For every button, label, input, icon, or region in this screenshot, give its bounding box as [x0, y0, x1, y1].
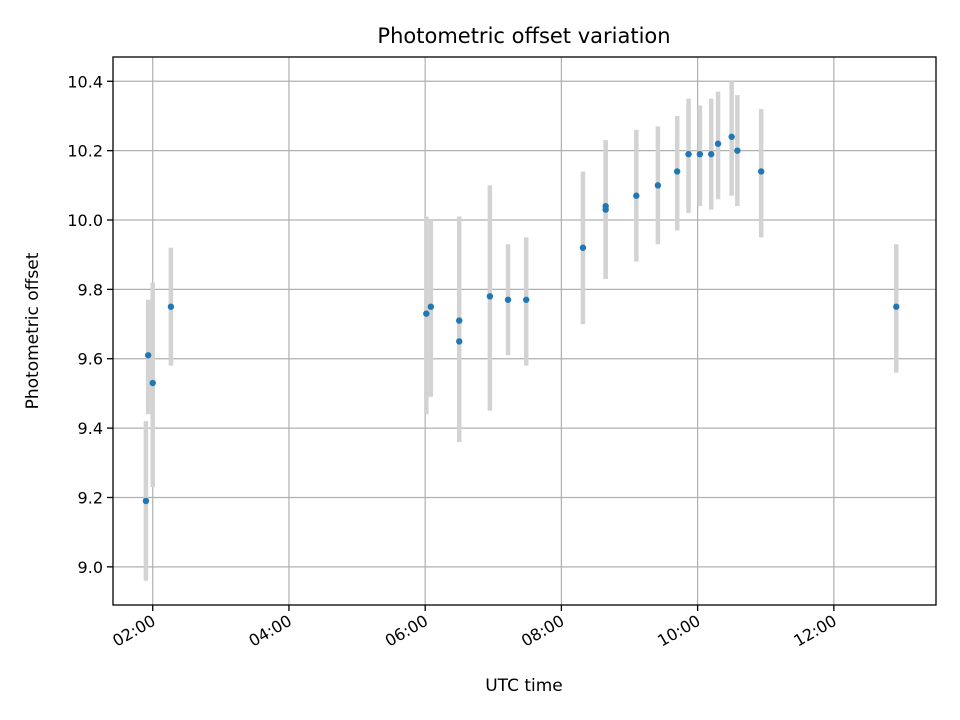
data-point — [423, 310, 430, 317]
x-tick-label: 12:00 — [790, 611, 839, 651]
y-tick-label: 9.0 — [78, 558, 103, 577]
data-point — [673, 168, 681, 175]
y-tick-label: 9.4 — [78, 419, 103, 438]
y-tick-label: 10.2 — [67, 142, 103, 161]
data-point — [893, 303, 900, 310]
data-point — [757, 168, 765, 175]
data-point — [728, 133, 735, 140]
x-axis-ticks: 02:00 04:00 06:00 08:00 10:00 12:00 — [109, 605, 840, 651]
data-point — [696, 150, 704, 158]
data-point — [602, 206, 609, 213]
data-point — [633, 192, 640, 199]
data-point — [654, 182, 662, 189]
x-tick-label: 02:00 — [109, 611, 158, 651]
x-tick-label: 08:00 — [518, 611, 567, 651]
x-tick-label: 06:00 — [382, 611, 431, 651]
plot-frame — [112, 56, 937, 606]
data-point — [167, 303, 175, 310]
data-point — [523, 296, 530, 303]
y-axis-ticks: 9.0 9.2 9.4 9.6 9.8 10.0 10.2 10.4 — [67, 72, 113, 577]
y-tick-label: 10.4 — [67, 72, 103, 91]
error-bars — [143, 81, 899, 581]
y-tick-label: 9.8 — [78, 280, 103, 299]
data-point — [504, 296, 512, 303]
data-point — [708, 150, 715, 158]
data-point — [734, 147, 741, 154]
x-axis-label: UTC time — [485, 676, 563, 696]
data-point — [456, 317, 463, 324]
data-point — [144, 352, 152, 359]
y-tick-label: 9.2 — [78, 488, 103, 507]
data-point — [142, 497, 150, 505]
y-tick-label: 10.0 — [67, 211, 103, 230]
y-tick-label: 9.6 — [78, 350, 103, 369]
data-point — [579, 244, 587, 251]
data-points — [142, 133, 900, 505]
data-point — [149, 379, 156, 387]
data-point — [427, 303, 435, 310]
data-point — [486, 293, 494, 300]
x-tick-label: 10:00 — [654, 611, 703, 651]
grid — [113, 57, 936, 605]
y-axis-label: Photometric offset — [23, 252, 43, 409]
x-tick-label: 04:00 — [246, 611, 295, 651]
chart-title: Photometric offset variation — [377, 24, 670, 48]
data-point — [456, 338, 463, 345]
data-point — [685, 150, 692, 158]
data-point — [714, 140, 722, 147]
